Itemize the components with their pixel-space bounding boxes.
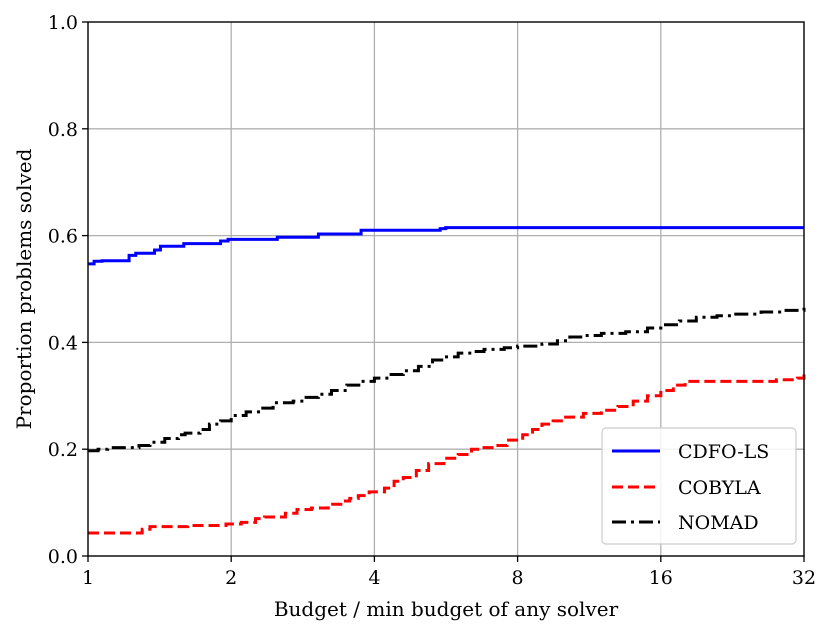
y-tick-label: 0.8 (48, 119, 78, 141)
legend: CDFO-LS COBYLA NOMAD (601, 427, 797, 545)
legend-label-cdfo-ls: CDFO-LS (678, 441, 769, 463)
ticks: 1 2 4 8 16 32 0.0 0.2 0.4 0.6 0.8 1.0 (48, 12, 816, 589)
y-tick-label: 1.0 (48, 12, 78, 34)
series-line-nomad (88, 306, 806, 453)
y-tick-label: 0.6 (48, 226, 78, 248)
series-layer (88, 226, 806, 535)
grid (88, 22, 804, 556)
plot-frame (87, 21, 805, 557)
x-tick-label: 32 (792, 567, 816, 589)
x-tick-label: 16 (649, 567, 673, 589)
y-axis-label: Proportion problems solved (12, 148, 36, 429)
y-tick-label: 0.4 (48, 332, 78, 354)
x-tick-label: 1 (82, 567, 94, 589)
x-tick-label: 2 (225, 567, 237, 589)
y-tick-label: 0.0 (48, 546, 78, 568)
x-axis-label: Budget / min budget of any solver (274, 597, 619, 621)
series-line-cdfo-ls (88, 226, 804, 266)
x-tick-label: 4 (368, 567, 380, 589)
legend-box (601, 427, 797, 545)
x-tick-label: 8 (512, 567, 524, 589)
series-line-cobyla (88, 374, 806, 535)
legend-label-nomad: NOMAD (678, 512, 759, 534)
legend-label-cobyla: COBYLA (678, 477, 761, 499)
y-tick-label: 0.2 (48, 439, 78, 461)
